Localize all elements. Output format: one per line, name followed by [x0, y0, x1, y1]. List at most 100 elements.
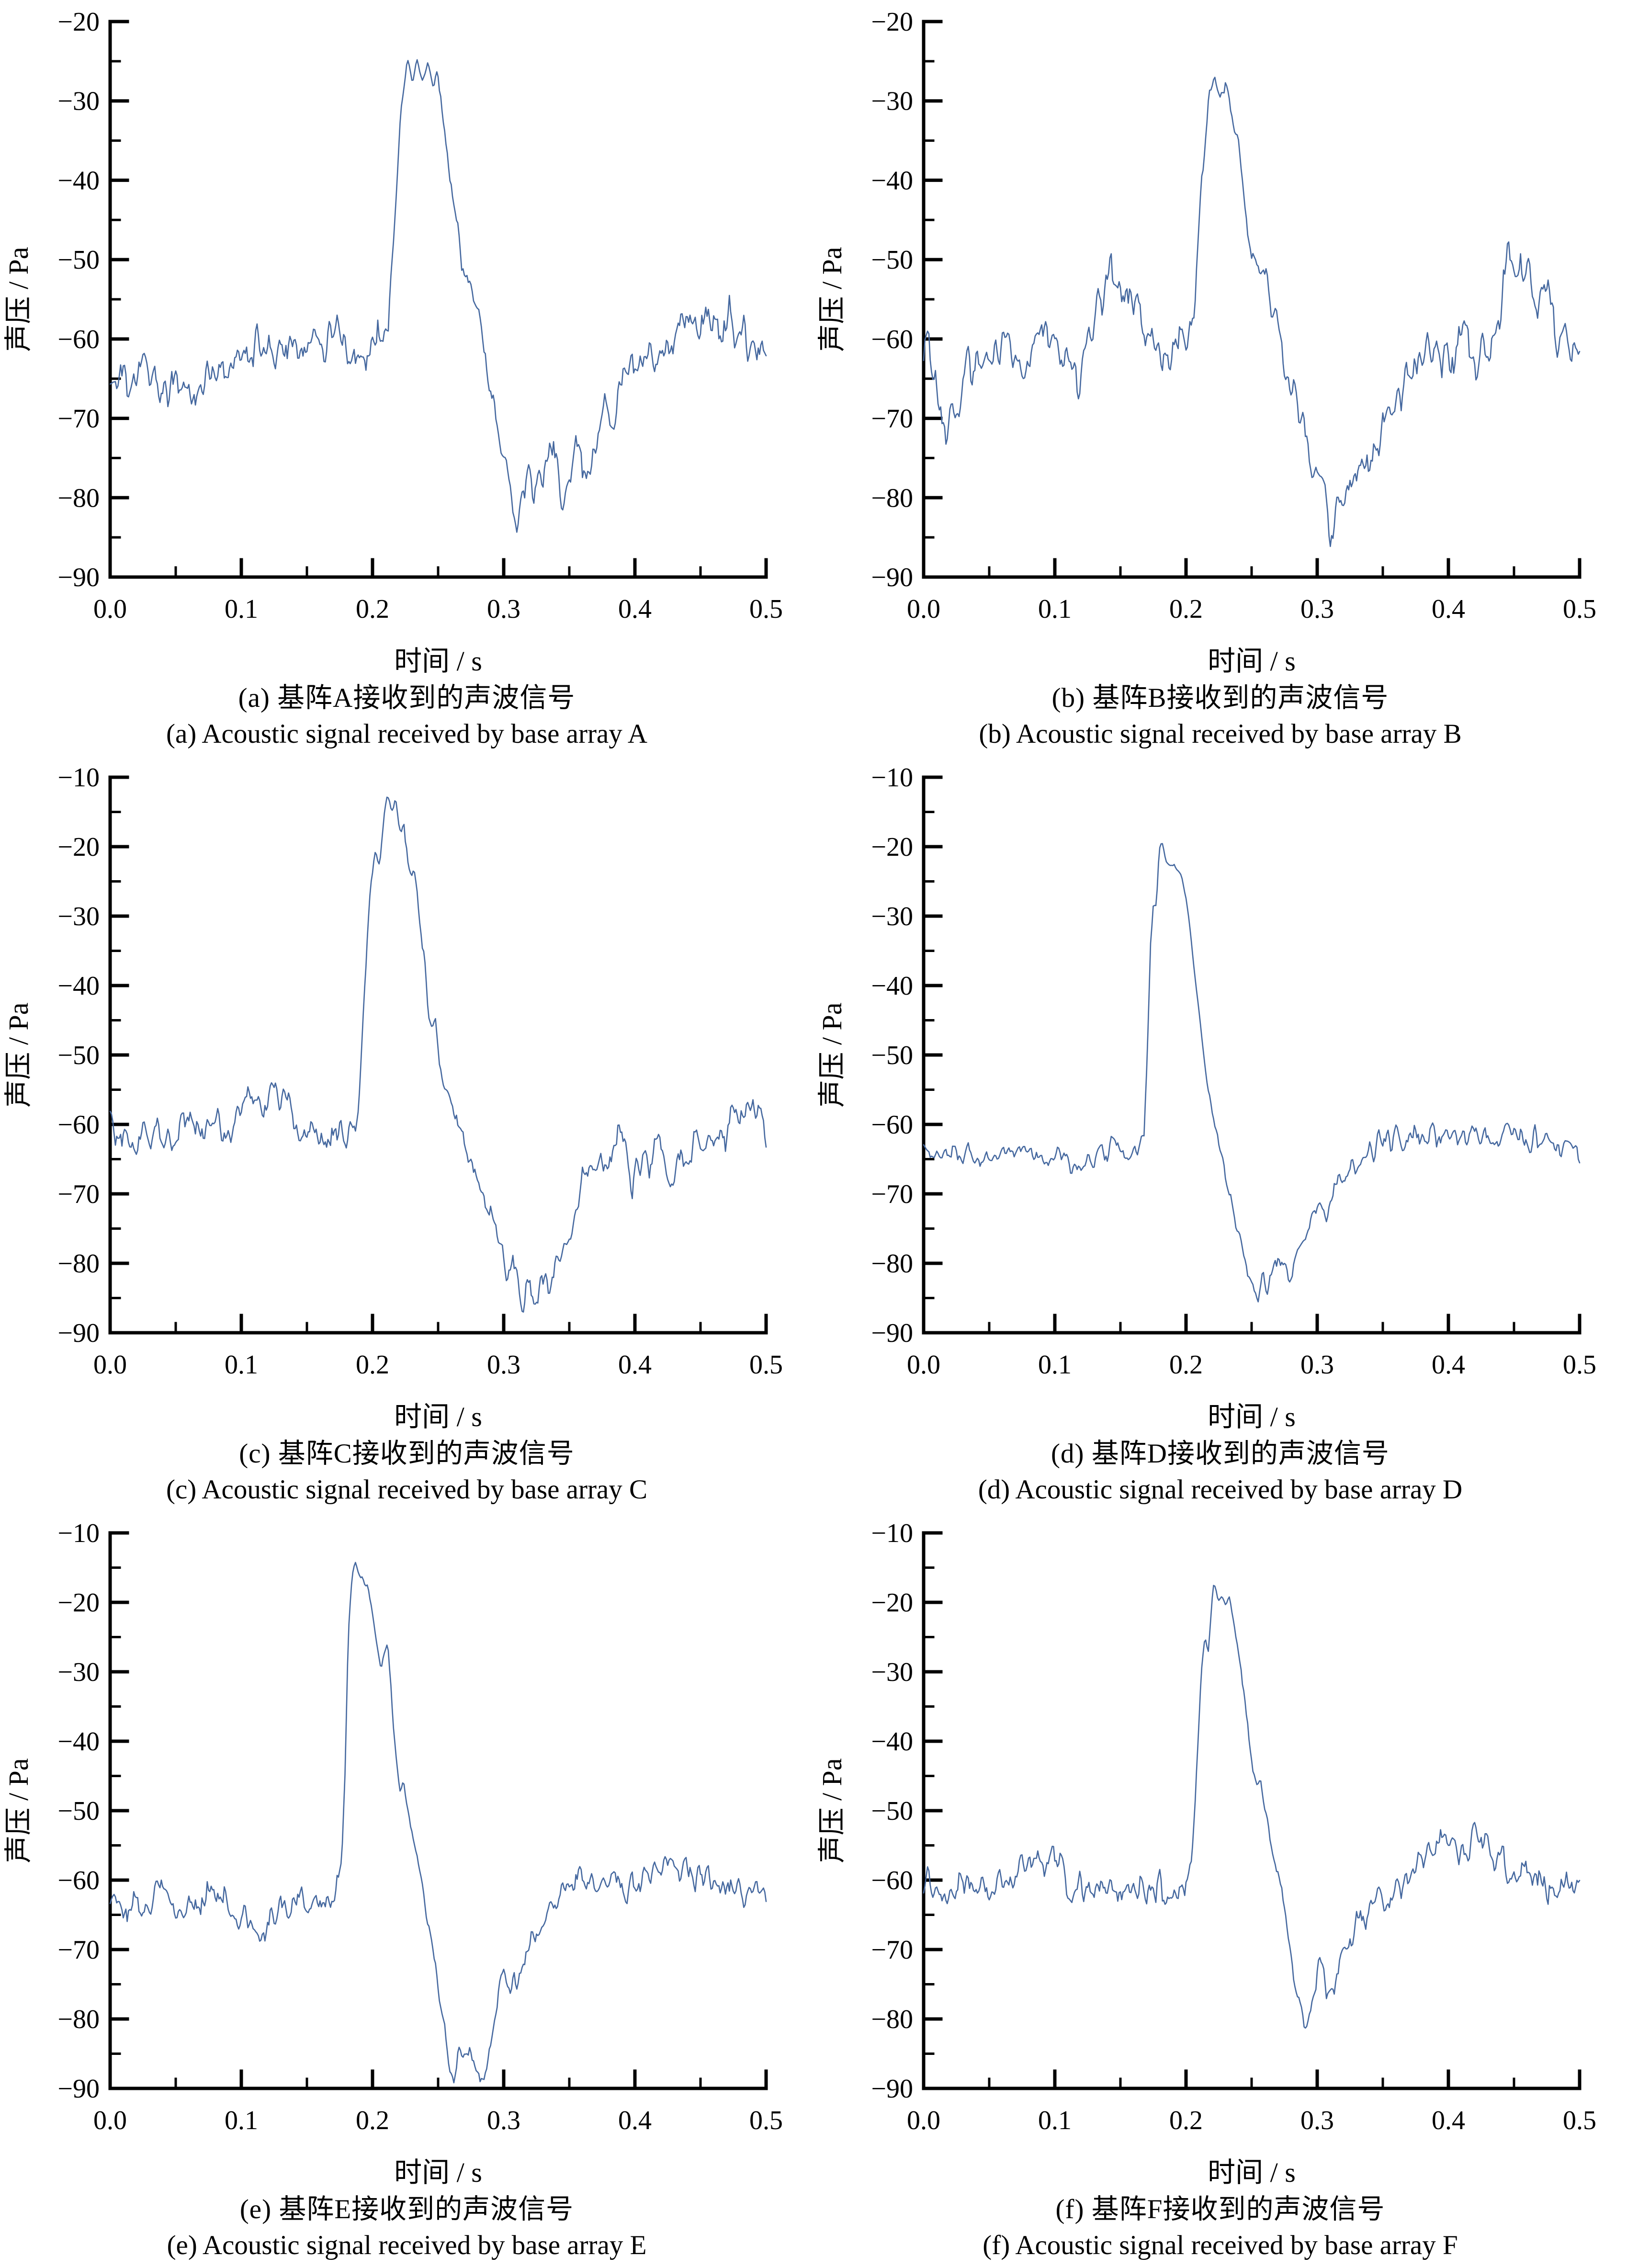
svg-text:时间 / s: 时间 / s — [394, 2157, 482, 2188]
svg-text:−10: −10 — [57, 1519, 100, 1548]
svg-text:−20: −20 — [57, 1588, 100, 1618]
svg-text:0.2: 0.2 — [1169, 2106, 1203, 2135]
svg-text:−20: −20 — [871, 1588, 913, 1618]
caption-zh-e: (e) 基阵E接收到的声波信号 — [239, 2194, 574, 2224]
svg-text:−40: −40 — [57, 166, 100, 195]
caption-en-c: (c) Acoustic signal received by base arr… — [166, 1474, 647, 1505]
svg-text:时间 / s: 时间 / s — [1208, 646, 1296, 677]
svg-text:−80: −80 — [871, 483, 913, 513]
svg-text:−90: −90 — [871, 563, 913, 592]
svg-text:声压 / Pa: 声压 / Pa — [816, 247, 847, 352]
panel-a: −20 −30 −40 −50 −60 −70 −80 −90 0.0 0.1 0.2 0.3 0.4 0… — [0, 0, 814, 756]
svg-text:−40: −40 — [57, 1727, 100, 1757]
panel-b: −20 −30 −40 −50 −60 −70 −80 −90 0.0 0.1 0.2 0.3 0.4 0… — [814, 0, 1627, 756]
caption-e: (e) 基阵E接收到的声波信号 (e) Acoustic signal rece… — [0, 2191, 814, 2263]
caption-zh-d: (d) 基阵D接收到的声波信号 — [1051, 1439, 1390, 1469]
svg-text:−40: −40 — [871, 166, 913, 195]
signal-plot-d: −10 −20 −30 −40 −50 −60 −70 −80 −900.0 0.1 0.2 0.3 0… — [816, 763, 1596, 1432]
svg-text:−50: −50 — [871, 1041, 913, 1070]
svg-text:−50: −50 — [871, 1796, 913, 1826]
svg-text:−80: −80 — [57, 483, 100, 513]
svg-text:−70: −70 — [871, 404, 913, 434]
svg-text:0.5: 0.5 — [1563, 1350, 1596, 1380]
svg-text:−90: −90 — [57, 2074, 100, 2104]
svg-text:声压 / Pa: 声压 / Pa — [816, 1758, 847, 1863]
svg-text:0.5: 0.5 — [749, 594, 783, 624]
svg-text:0.4: 0.4 — [618, 2106, 652, 2135]
svg-text:0.3: 0.3 — [487, 2106, 520, 2135]
svg-text:0.2: 0.2 — [1169, 1350, 1203, 1380]
svg-text:−90: −90 — [57, 1318, 100, 1348]
svg-text:−60: −60 — [871, 1866, 913, 1895]
svg-text:0.0: 0.0 — [93, 594, 127, 624]
signal-plot-e: −10 −20 −30 −40 −50 −60 −70 −80 −900.0 0.1 0.2 0.3 0… — [3, 1519, 783, 2188]
svg-text:−30: −30 — [57, 87, 100, 116]
svg-text:时间 / s: 时间 / s — [394, 646, 482, 677]
svg-text:0.0: 0.0 — [93, 1350, 127, 1380]
svg-text:−40: −40 — [57, 971, 100, 1001]
svg-text:−80: −80 — [57, 2005, 100, 2034]
svg-text:−60: −60 — [57, 325, 100, 354]
svg-text:−30: −30 — [871, 902, 913, 931]
svg-text:0.5: 0.5 — [749, 2106, 783, 2135]
panel-e: −10 −20 −30 −40 −50 −60 −70 −80 −90 0.0 0.1 0.2 0.3 0… — [0, 1511, 814, 2267]
svg-text:−30: −30 — [871, 1657, 913, 1687]
svg-text:−30: −30 — [871, 87, 913, 116]
svg-text:0.2: 0.2 — [356, 2106, 389, 2135]
svg-text:0.5: 0.5 — [1563, 2106, 1596, 2135]
svg-text:−70: −70 — [57, 1935, 100, 1965]
svg-text:0.4: 0.4 — [1432, 2106, 1465, 2135]
svg-text:0.0: 0.0 — [907, 1350, 940, 1380]
caption-zh-b: (b) 基阵B接收到的声波信号 — [1051, 683, 1389, 713]
svg-text:0.2: 0.2 — [356, 594, 389, 624]
svg-text:−50: −50 — [57, 245, 100, 275]
svg-text:0.5: 0.5 — [1563, 594, 1596, 624]
svg-text:−20: −20 — [871, 7, 913, 37]
caption-zh-c: (c) 基阵C接收到的声波信号 — [239, 1439, 575, 1469]
svg-text:−60: −60 — [57, 1110, 100, 1140]
svg-text:−60: −60 — [871, 1110, 913, 1140]
svg-text:−90: −90 — [871, 2074, 913, 2104]
caption-zh-f: (f) 基阵F接收到的声波信号 — [1055, 2194, 1385, 2224]
signal-plot-c: −10 −20 −30 −40 −50 −60 −70 −80 −900.0 0.1 0.2 0.3 0… — [3, 763, 783, 1432]
svg-text:声压 / Pa: 声压 / Pa — [3, 1758, 34, 1863]
svg-text:0.0: 0.0 — [93, 2106, 127, 2135]
caption-en-f: (f) Acoustic signal received by base arr… — [983, 2230, 1458, 2261]
svg-text:时间 / s: 时间 / s — [394, 1401, 482, 1432]
panel-f: −10 −20 −30 −40 −50 −60 −70 −80 −90 0.0 0.1 0.2 0.3 0… — [814, 1511, 1627, 2267]
caption-a: (a) 基阵A接收到的声波信号 (a) Acoustic signal rece… — [0, 680, 814, 752]
svg-text:0.4: 0.4 — [1432, 594, 1465, 624]
signal-plot-a: −20 −30 −40 −50 −60 −70 −80 −900.0 0.1 0.2 0.3 0.4 0… — [3, 7, 783, 677]
svg-text:0.4: 0.4 — [618, 1350, 652, 1380]
svg-text:0.5: 0.5 — [749, 1350, 783, 1380]
svg-text:−90: −90 — [871, 1318, 913, 1348]
svg-text:0.1: 0.1 — [225, 1350, 258, 1380]
caption-en-b: (b) Acoustic signal received by base arr… — [979, 719, 1462, 749]
svg-text:−60: −60 — [57, 1866, 100, 1895]
caption-d: (d) 基阵D接收到的声波信号 (d) Acoustic signal rece… — [814, 1436, 1627, 1508]
signal-plot-f: −10 −20 −30 −40 −50 −60 −70 −80 −900.0 0.1 0.2 0.3 0… — [816, 1519, 1596, 2188]
svg-text:0.2: 0.2 — [356, 1350, 389, 1380]
svg-text:声压 / Pa: 声压 / Pa — [816, 1002, 847, 1107]
svg-text:−60: −60 — [871, 325, 913, 354]
svg-text:0.3: 0.3 — [1300, 1350, 1334, 1380]
svg-text:−40: −40 — [871, 1727, 913, 1757]
caption-b: (b) 基阵B接收到的声波信号 (b) Acoustic signal rece… — [814, 680, 1627, 752]
svg-text:−30: −30 — [57, 902, 100, 931]
panel-d: −10 −20 −30 −40 −50 −60 −70 −80 −90 0.0 0.1 0.2 0.3 0… — [814, 756, 1627, 1511]
svg-text:时间 / s: 时间 / s — [1208, 1401, 1296, 1432]
caption-f: (f) 基阵F接收到的声波信号 (f) Acoustic signal rece… — [814, 2191, 1627, 2263]
svg-text:−50: −50 — [871, 245, 913, 275]
svg-text:声压 / Pa: 声压 / Pa — [3, 247, 34, 352]
svg-text:0.3: 0.3 — [487, 594, 520, 624]
svg-text:−20: −20 — [871, 832, 913, 862]
svg-text:0.3: 0.3 — [487, 1350, 520, 1380]
svg-text:0.3: 0.3 — [1300, 594, 1334, 624]
svg-text:−50: −50 — [57, 1796, 100, 1826]
svg-text:0.0: 0.0 — [907, 594, 940, 624]
svg-text:−30: −30 — [57, 1657, 100, 1687]
svg-text:−50: −50 — [57, 1041, 100, 1070]
svg-text:0.1: 0.1 — [225, 2106, 258, 2135]
svg-text:−90: −90 — [57, 563, 100, 592]
